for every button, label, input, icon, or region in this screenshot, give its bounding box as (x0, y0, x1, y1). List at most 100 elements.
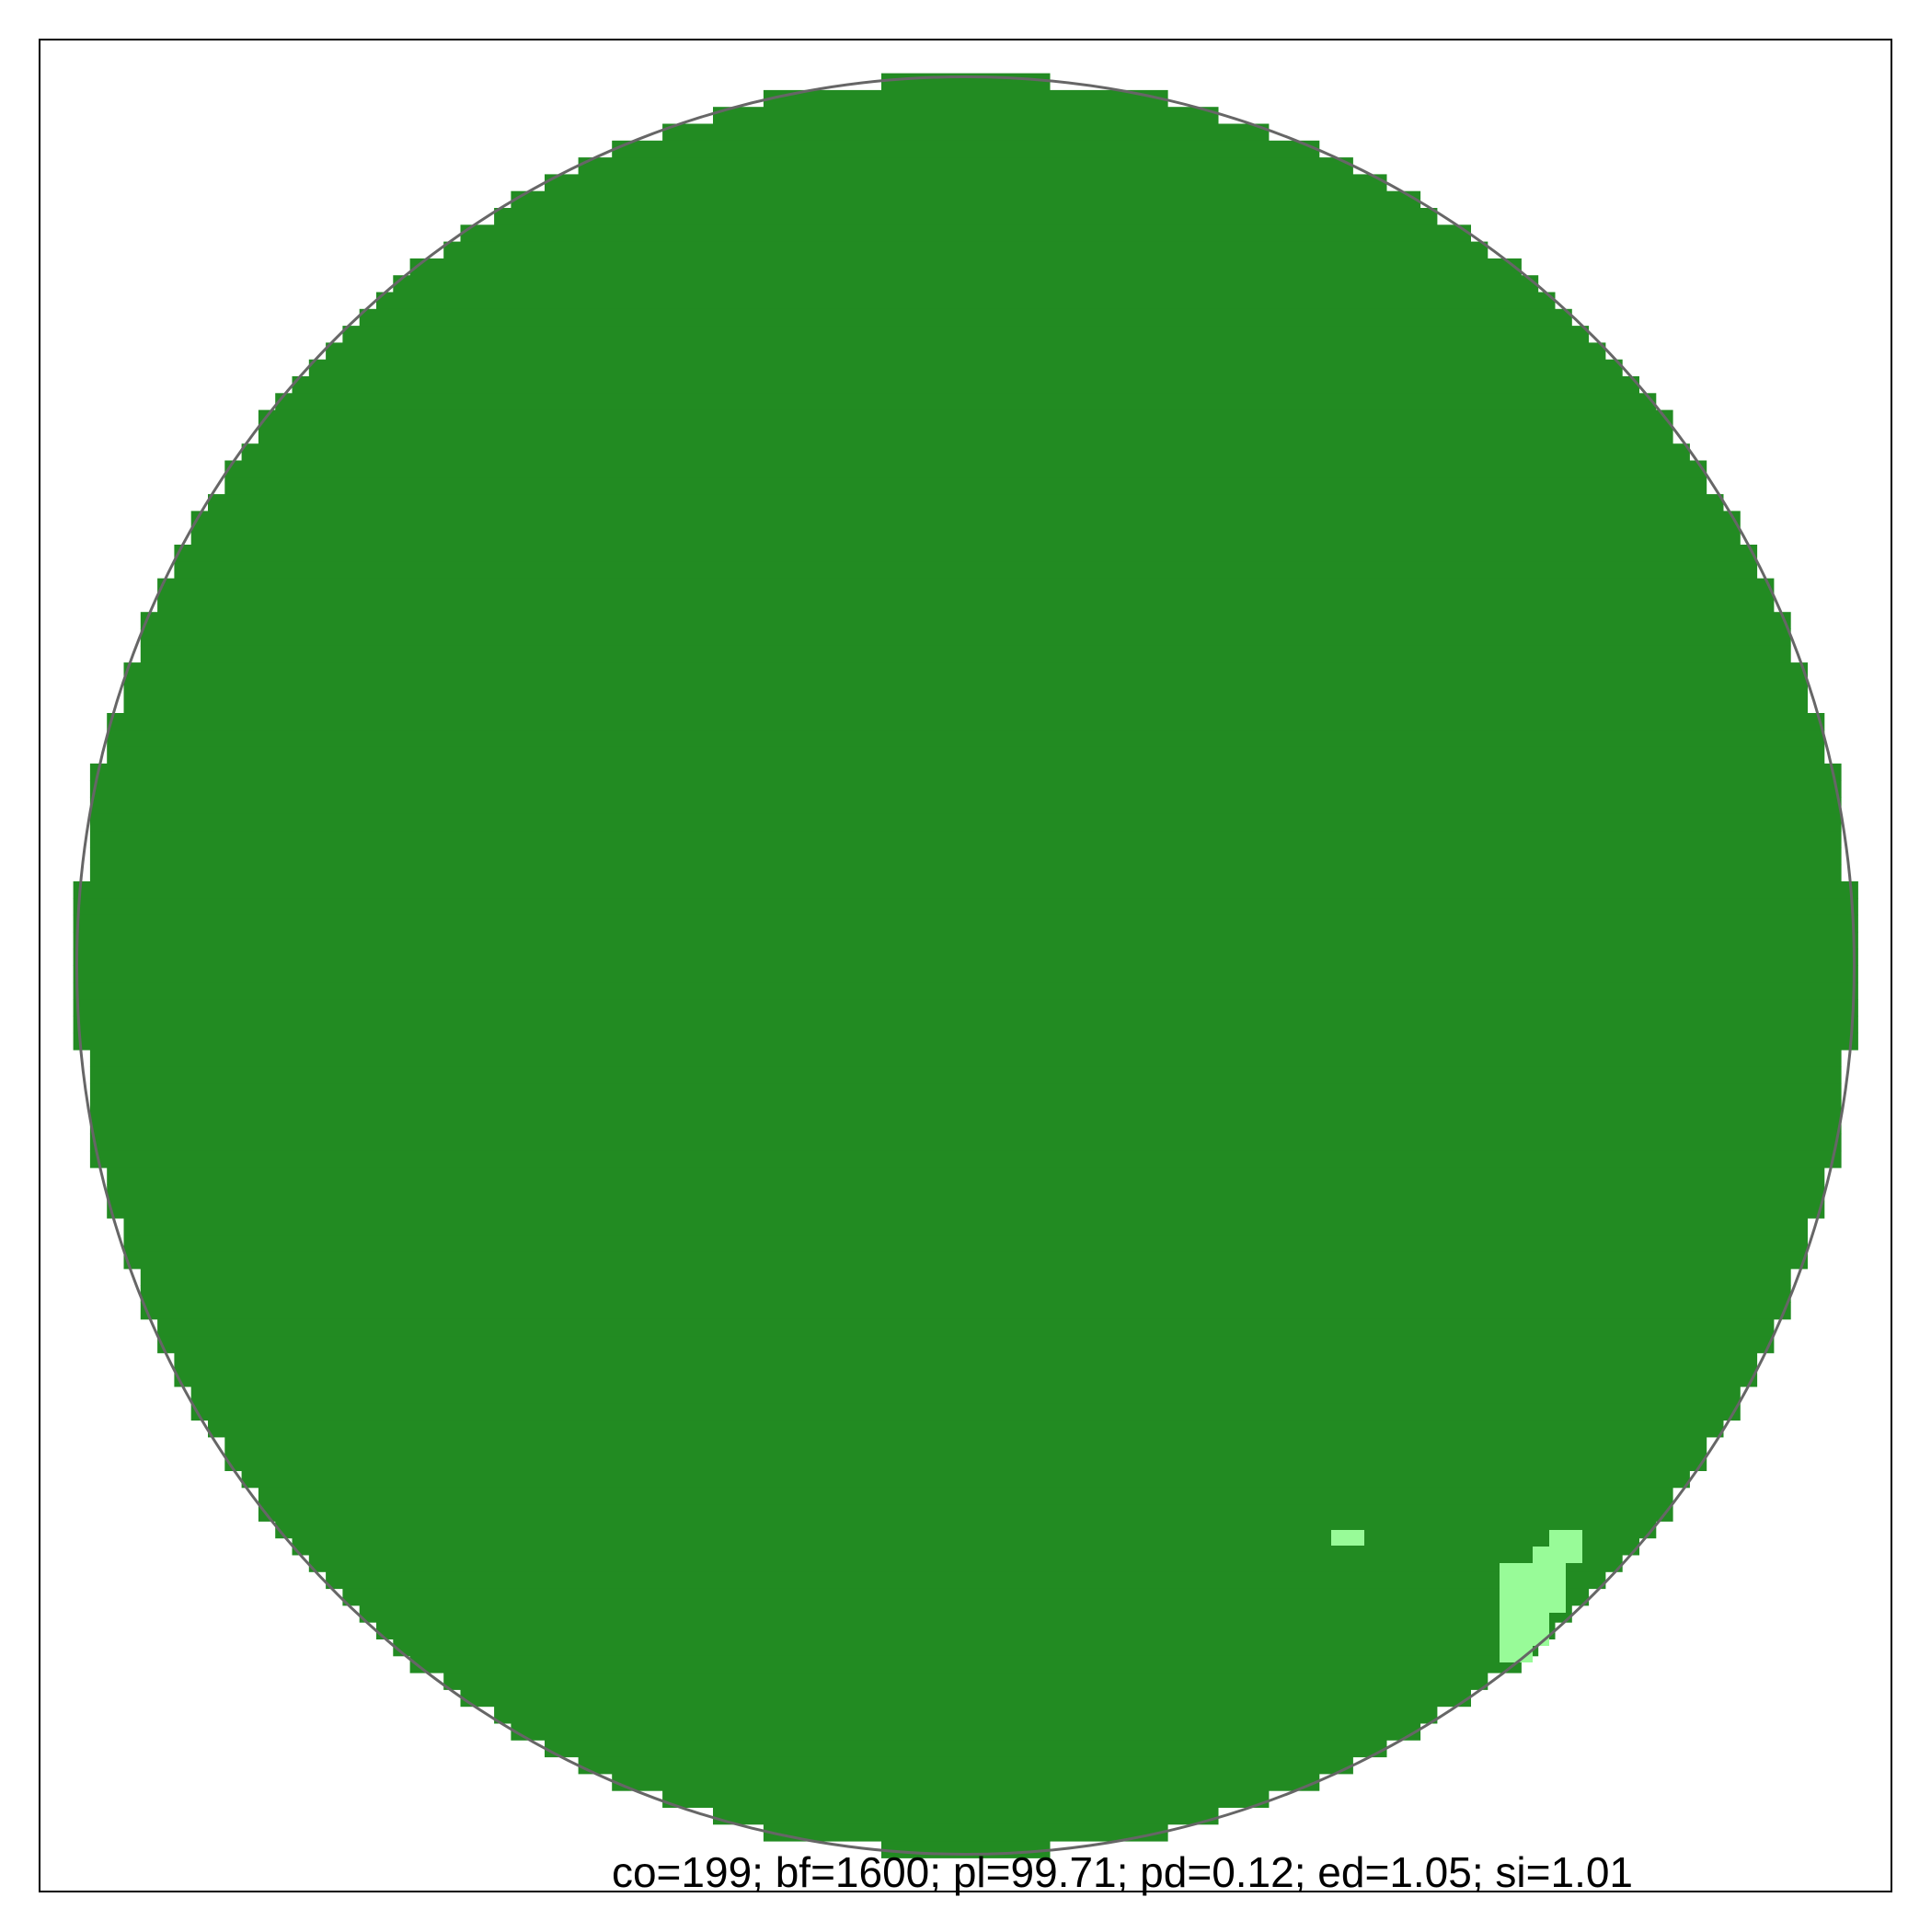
raster-row (326, 342, 1606, 361)
raster-row (359, 308, 1572, 327)
raster-row (123, 662, 1808, 680)
minor-patch-cell (1500, 1613, 1549, 1646)
raster-row (393, 1639, 1539, 1657)
raster-row (140, 1302, 1791, 1320)
raster-row (190, 1403, 1741, 1421)
raster-row (157, 1336, 1775, 1353)
raster-row (511, 1723, 1421, 1741)
raster-row (140, 612, 1791, 629)
raster-row (107, 1201, 1825, 1219)
raster-row (157, 594, 1775, 613)
raster-row (174, 545, 1758, 562)
raster-row (123, 1218, 1808, 1236)
raster-row (190, 527, 1741, 546)
raster-row (73, 1032, 1858, 1051)
raster-row (123, 679, 1808, 697)
raster-row (460, 224, 1471, 243)
raster-row (308, 359, 1623, 377)
raster-row (241, 443, 1690, 461)
raster-row (578, 1756, 1353, 1775)
raster-row (224, 1454, 1707, 1471)
raster-row (393, 275, 1539, 293)
raster-row (326, 1571, 1606, 1590)
raster-row (763, 1823, 1168, 1842)
raster-row (89, 797, 1842, 815)
raster-row (258, 1504, 1673, 1522)
raster-row (612, 1773, 1320, 1791)
raster-row (73, 982, 1858, 1000)
minor-patch-cell (1533, 1547, 1582, 1563)
raster-row (73, 881, 1858, 899)
raster-row (73, 898, 1858, 916)
raster-row (292, 1537, 1639, 1556)
raster-row (662, 1790, 1270, 1808)
raster-row (545, 1740, 1387, 1758)
raster-row (342, 1588, 1590, 1606)
raster-row (89, 1050, 1842, 1067)
raster-row (73, 999, 1858, 1017)
plot-frame (39, 39, 1892, 1892)
raster-row (157, 578, 1775, 596)
raster-row (190, 1386, 1741, 1404)
raster-row (89, 831, 1842, 848)
raster-row (123, 1251, 1808, 1270)
raster-row (107, 1184, 1825, 1202)
raster-row (275, 393, 1657, 411)
raster-row (713, 107, 1219, 124)
raster-row (224, 1436, 1707, 1455)
raster-row (174, 1352, 1758, 1371)
raster-row (342, 326, 1590, 343)
raster-row (376, 292, 1556, 310)
raster-row (494, 208, 1438, 225)
circle-outline (75, 75, 1856, 1856)
raster-row (359, 1604, 1572, 1623)
raster-row (409, 258, 1522, 276)
raster-row (157, 1318, 1775, 1337)
raster-row (494, 1706, 1438, 1724)
raster-row (107, 1167, 1825, 1185)
minor-patch-cell (1331, 1530, 1364, 1546)
raster-row (89, 763, 1842, 781)
raster-row (140, 1268, 1791, 1286)
raster-row (107, 713, 1825, 730)
raster-row (89, 864, 1842, 882)
raster-row (89, 1099, 1842, 1118)
raster-row (763, 89, 1168, 108)
raster-row (107, 730, 1825, 748)
raster-row (241, 1470, 1690, 1489)
raster-row (73, 965, 1858, 983)
raster-row (89, 1117, 1842, 1134)
raster-row (662, 123, 1270, 142)
raster-row (89, 780, 1842, 798)
raster-row (275, 1521, 1657, 1539)
raster-row (174, 561, 1758, 580)
minor-class-patches (1331, 1530, 1582, 1662)
raster-row (190, 511, 1741, 529)
raster-row (73, 914, 1858, 933)
raster-row (89, 1150, 1842, 1168)
raster-row (258, 426, 1673, 444)
raster-row (73, 931, 1858, 949)
raster-row (612, 140, 1320, 158)
minor-patch-cell (1500, 1646, 1533, 1662)
raster-row (208, 494, 1724, 512)
raster-row (443, 241, 1488, 259)
raster-row (140, 1285, 1791, 1303)
minor-patch-cell (1549, 1530, 1582, 1547)
raster-row (89, 1066, 1842, 1085)
raster-row (578, 157, 1353, 175)
raster-row (308, 1555, 1623, 1572)
raster-row (545, 174, 1387, 192)
raster-row (107, 746, 1825, 765)
raster-row (224, 477, 1707, 495)
raster-row (140, 628, 1791, 647)
raster-row (258, 409, 1673, 428)
raster-row (89, 813, 1842, 832)
raster-row (460, 1689, 1471, 1708)
raster-row (73, 1016, 1858, 1034)
raster-row (73, 949, 1858, 966)
caption-text: co=199; bf=1600; pl=99.71; pd=0.12; ed=1… (612, 1848, 1633, 1896)
raster-row (409, 1655, 1522, 1673)
raster-row (224, 460, 1707, 478)
